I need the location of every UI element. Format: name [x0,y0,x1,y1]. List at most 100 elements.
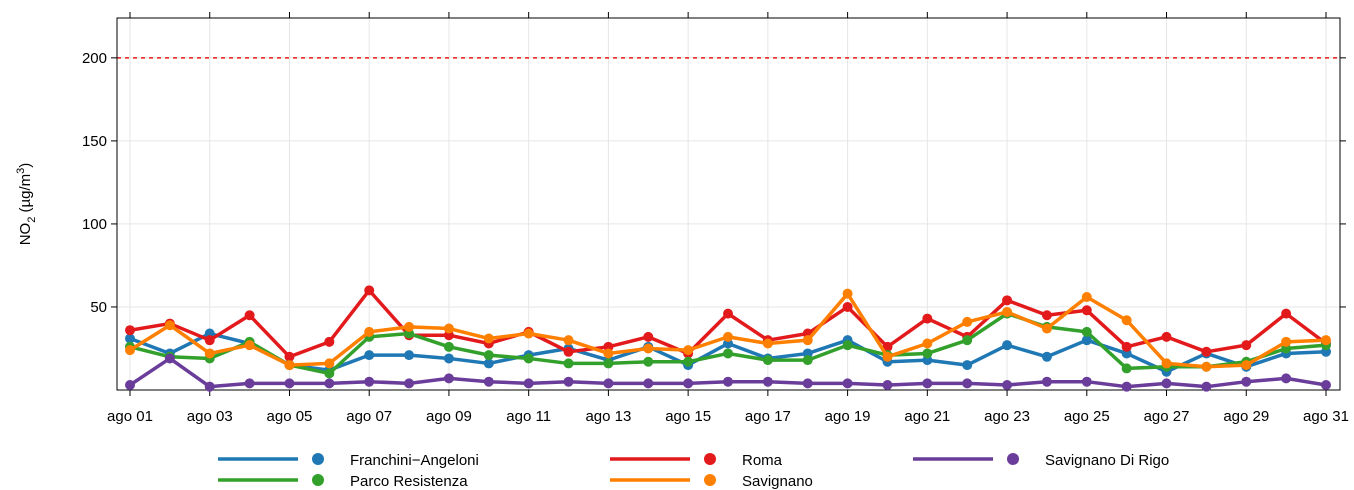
data-point [563,335,574,346]
y-axis-label-part: 3 [15,168,27,174]
data-point [1161,378,1172,389]
x-tick-label: ago 31 [1303,408,1349,425]
data-point [1002,340,1013,351]
data-point [404,321,415,332]
data-point [284,360,295,371]
data-point [284,351,295,362]
data-point [364,326,375,337]
data-point [762,338,773,349]
data-point [324,378,335,389]
x-tick-label: ago 17 [745,408,791,425]
data-point [364,285,375,296]
data-point [683,345,694,356]
data-point [962,335,973,346]
data-point [1321,335,1331,346]
data-point [404,378,415,389]
legend-dot [312,474,324,486]
x-tick-label: ago 23 [984,408,1030,425]
data-point [523,353,534,364]
data-point [164,353,175,364]
data-point [1041,310,1052,321]
data-point [1121,315,1132,326]
data-point [204,348,215,359]
y-tick-label: 50 [90,299,107,316]
data-point [563,346,574,357]
data-point [643,378,654,389]
data-point [762,376,773,387]
data-point [164,320,175,331]
data-point [125,345,135,356]
data-point [324,358,335,369]
y-axis-label-part: 2 [26,217,38,223]
data-point [643,343,654,354]
data-point [125,333,135,344]
y-axis-label-part: ) [17,163,34,168]
y-tick-label: 100 [82,216,107,233]
data-point [324,368,335,379]
data-point [1041,376,1052,387]
data-point [922,313,933,324]
data-point [204,381,215,392]
data-point [603,358,614,369]
data-point [962,360,973,371]
data-point [1281,336,1292,347]
data-point [1281,373,1292,384]
data-point [244,340,255,351]
data-point [1201,361,1212,372]
legend-dot [704,474,716,486]
x-tick-label: ago 05 [267,408,313,425]
data-point [443,341,454,352]
data-point [1081,335,1092,346]
data-point [962,316,973,327]
data-point [922,378,933,389]
y-tick-label: 200 [82,50,107,67]
data-point [1002,295,1013,306]
data-point [563,376,574,387]
data-point [1201,381,1212,392]
data-point [483,358,494,369]
y-tick-label: 150 [82,133,107,150]
data-point [563,358,574,369]
x-tick-label: ago 27 [1144,408,1190,425]
y-axis-label-part: NO [17,223,34,246]
data-point [364,350,375,361]
data-point [1002,306,1013,317]
legend-label: Roma [742,452,783,469]
data-point [922,338,933,349]
data-point [1002,380,1013,391]
data-point [483,350,494,361]
y-axis-label-part: (µg/m [17,174,34,217]
data-point [364,376,375,387]
data-point [603,348,614,359]
legend-dot [704,453,716,465]
data-point [882,380,893,391]
legend-label: Savignano Di Rigo [1045,452,1169,469]
data-point [204,335,215,346]
data-point [683,356,694,367]
data-point [244,310,255,321]
data-point [842,288,853,299]
x-tick-label: ago 07 [346,408,392,425]
data-point [723,376,733,387]
x-tick-label: ago 13 [585,408,631,425]
data-point [324,336,335,347]
data-point [1121,381,1132,392]
data-point [523,328,534,339]
data-point [1161,331,1172,342]
data-point [603,378,614,389]
data-point [1121,341,1132,352]
data-point [443,353,454,364]
data-point [723,331,733,342]
data-point [802,355,813,366]
data-point [922,348,933,359]
legend-label: Savignano [742,473,813,490]
data-point [882,341,893,352]
data-point [284,378,295,389]
x-tick-label: ago 25 [1064,408,1110,425]
data-point [1241,360,1252,371]
legend-label: Parco Resistenza [350,473,468,490]
x-tick-label: ago 19 [825,408,871,425]
data-point [723,308,733,319]
